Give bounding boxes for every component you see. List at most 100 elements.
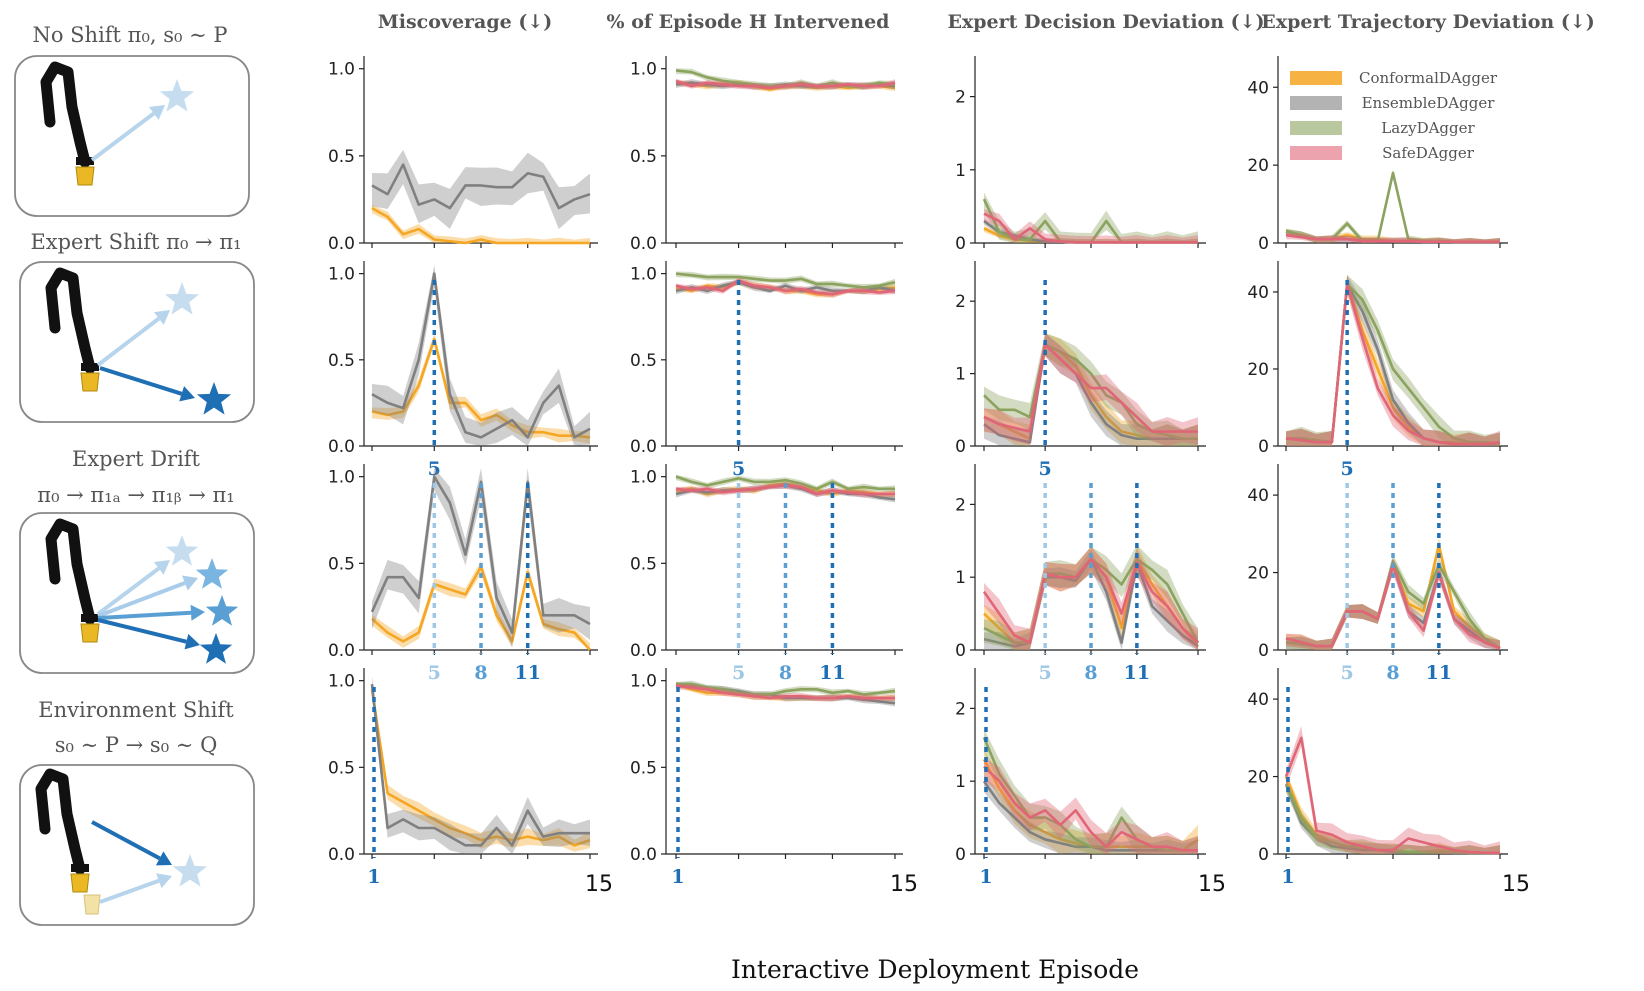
legend-label: SafeDAgger	[1382, 144, 1475, 162]
legend-label: ConformalDAgger	[1359, 69, 1498, 87]
x-end-label: 15	[1198, 872, 1226, 897]
y-tick-label: 40	[1247, 486, 1269, 506]
panel-r4-c1: 0.00.51.01 15	[328, 668, 613, 897]
y-tick-label: 0.0	[630, 641, 657, 661]
y-tick-label: 2	[955, 292, 966, 312]
panel-r3-c4: 020405 8 11	[1247, 464, 1508, 684]
y-tick-label: 0.0	[630, 845, 657, 865]
y-tick-label: 0.0	[630, 437, 657, 457]
shift-marker-label: 11	[1426, 662, 1452, 684]
y-tick-label: 1	[955, 772, 966, 792]
legend-item-safedagger: SafeDAgger	[1290, 144, 1475, 162]
y-tick-label: 0.5	[630, 351, 657, 371]
y-tick-label: 0.5	[630, 758, 657, 778]
shift-marker-label: 5	[1341, 662, 1354, 684]
y-tick-label: 1.0	[630, 265, 657, 285]
y-tick-label: 0.0	[328, 845, 355, 865]
legend-label: LazyDAgger	[1381, 119, 1475, 137]
y-tick-label: 1	[955, 568, 966, 588]
line-lazydagger	[1286, 173, 1500, 242]
cup-icon	[76, 167, 94, 185]
shift-marker-label: 5	[1341, 458, 1354, 480]
panel-r4-c2: 0.00.51.01 15	[630, 668, 918, 897]
panel-r4-c4: 020401 15	[1247, 668, 1530, 897]
shift-marker-label: 11	[514, 662, 540, 684]
band-ensembledagger	[372, 676, 590, 854]
y-tick-label: 0.0	[630, 234, 657, 254]
y-tick-label: 0.5	[630, 147, 657, 167]
y-tick-label: 40	[1247, 283, 1269, 303]
panel-r2-c1: 0.00.51.05	[328, 261, 598, 480]
cup-icon	[81, 373, 99, 391]
shift-marker-label: 1	[671, 866, 684, 888]
legend-swatch	[1290, 96, 1342, 110]
column-title-trajectory-deviation: Expert Trajectory Deviation (↓)	[1261, 11, 1594, 33]
y-tick-label: 0	[1258, 845, 1269, 865]
shift-marker-label: 1	[367, 866, 380, 888]
y-tick-label: 40	[1247, 690, 1269, 710]
y-tick-label: 2	[955, 495, 966, 515]
band-lazydagger	[1286, 170, 1500, 243]
panel-r3-c1: 0.00.51.05 8 11	[328, 464, 598, 684]
legend-item-lazydagger: LazyDAgger	[1290, 119, 1476, 137]
shift-marker-label: 5	[732, 662, 745, 684]
row-label-expert-drift: Expert Drift	[72, 447, 201, 471]
y-tick-label: 20	[1247, 768, 1269, 788]
y-tick-label: 0.5	[328, 351, 355, 371]
y-tick-label: 0.0	[328, 437, 355, 457]
panel-r2-c2: 0.00.51.05	[630, 261, 903, 480]
y-tick-label: 1.0	[328, 265, 355, 285]
plot-grid: 0.00.51.00.00.51.0012020400.00.51.050.00…	[328, 56, 1530, 897]
shift-marker-label: 5	[1039, 458, 1052, 480]
y-tick-label: 0	[955, 641, 966, 661]
x-end-label: 15	[585, 872, 613, 897]
cup-icon	[71, 874, 89, 892]
panel-r2-c4: 0 20 40 5	[1247, 261, 1508, 480]
legend-swatch	[1290, 146, 1342, 160]
shift-marker-label: 5	[1039, 662, 1052, 684]
panel-r1-c3: 0 1 2	[955, 56, 1206, 254]
shift-marker-label: 11	[1124, 662, 1150, 684]
y-tick-label: 0.5	[630, 554, 657, 574]
y-tick-label: 1.0	[630, 672, 657, 692]
y-tick-label: 0.5	[328, 758, 355, 778]
y-tick-label: 1	[955, 365, 966, 385]
y-tick-label: 0	[1258, 641, 1269, 661]
row-label-no-shift: No Shift π₀, s₀ ∼ P	[32, 23, 227, 47]
y-tick-label: 1.0	[630, 60, 657, 80]
y-tick-label: 40	[1247, 78, 1269, 98]
band-safedagger	[1286, 726, 1500, 854]
shift-marker-label: 11	[819, 662, 845, 684]
y-tick-label: 0	[1258, 437, 1269, 457]
row-label-expert-drift-sequence: π₀ → π₁ₐ → π₁ᵦ → π₁	[37, 483, 234, 507]
column-title-decision-deviation: Expert Decision Deviation (↓)	[947, 11, 1264, 33]
cup-icon	[81, 624, 99, 642]
y-tick-label: 1	[955, 161, 966, 181]
y-tick-label: 2	[955, 699, 966, 719]
row-label-expert-shift: Expert Shift π₀ → π₁	[30, 230, 241, 254]
y-tick-label: 0.5	[328, 147, 355, 167]
y-tick-label: 2	[955, 88, 966, 108]
panel-r4-c3: 0121 15	[955, 668, 1226, 897]
y-tick-label: 0.0	[328, 641, 355, 661]
legend-label: EnsembleDAgger	[1362, 94, 1496, 112]
shift-marker-label: 8	[1386, 662, 1399, 684]
legend-swatch	[1290, 121, 1342, 135]
panel-r1-c2: 0.0 0.5 1.0	[630, 56, 903, 254]
cup-icon	[84, 895, 100, 914]
legend-item-conformaldagger: ConformalDAgger	[1290, 69, 1498, 87]
y-tick-label: 20	[1247, 360, 1269, 380]
band-ensembledagger	[372, 150, 590, 229]
y-tick-label: 0	[955, 845, 966, 865]
y-tick-label: 1.0	[630, 468, 657, 488]
shift-marker-label: 1	[979, 866, 992, 888]
shift-marker-label: 8	[779, 662, 792, 684]
x-axis-label: Interactive Deployment Episode	[731, 955, 1139, 984]
shift-marker-label: 8	[474, 662, 487, 684]
panel-r3-c2: 0.0 0.5 1.0 5 8 11	[630, 464, 903, 684]
y-tick-label: 0.5	[328, 554, 355, 574]
illustration-no-shift	[15, 56, 249, 216]
legend-swatch	[1290, 71, 1342, 85]
panel-r3-c3: 0 1 2 5 8 11	[955, 464, 1206, 684]
illustration-environment-shift	[20, 765, 254, 925]
